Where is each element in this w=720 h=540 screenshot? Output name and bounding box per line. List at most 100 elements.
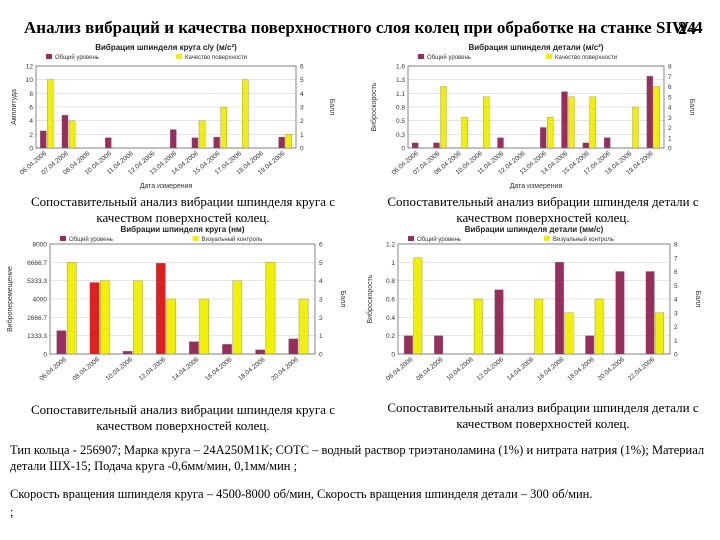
chart-svg: Вибрации шпинделя круга (нм) Общий уровен… xyxy=(6,225,346,383)
bar-series1 xyxy=(156,263,166,355)
chart-svg: Вибрация шпинделя детали (м/с²) Общий уро… xyxy=(370,43,695,190)
chart-title: Вибрации шпинделя детали (мм/с) xyxy=(465,225,604,234)
plot-frame xyxy=(35,65,297,149)
chart-title: Вибрации шпинделя круга (нм) xyxy=(120,225,244,234)
legend-swatch xyxy=(176,54,182,59)
y2-tick-label: 3 xyxy=(674,310,678,317)
bar-series2 xyxy=(232,280,243,355)
y2-tick-label: 3 xyxy=(668,115,672,122)
y-tick-label: 1.2 xyxy=(386,242,395,249)
y-tick-label: 0.5 xyxy=(396,118,405,125)
y2-tick-label: 4 xyxy=(319,278,323,285)
bar-series2 xyxy=(568,96,575,149)
bar-series1 xyxy=(255,349,265,355)
bar-series2 xyxy=(285,134,292,149)
legend-swatch xyxy=(546,54,552,59)
y2-tick-label: 5 xyxy=(674,283,678,290)
plot-frame xyxy=(49,243,316,355)
legend-label: Общий уровень xyxy=(417,236,461,243)
y2-tick-label: 4 xyxy=(674,297,678,304)
x-tick-label: 10.04.2006 xyxy=(445,356,475,383)
bar-series2 xyxy=(413,257,423,355)
y2-tick-label: 0 xyxy=(300,146,304,153)
y2-axis-title: Балл xyxy=(694,291,701,308)
caption-chart-1: Сопоставительный анализ вибрации шпиндел… xyxy=(31,194,335,225)
bar-series2 xyxy=(242,79,249,149)
x-tick-label: 08.04.2006 xyxy=(415,356,445,383)
bar-series1 xyxy=(222,344,232,355)
legend-label: Визуальный контроль xyxy=(553,236,614,243)
bar-series2 xyxy=(483,96,490,149)
bar-series1 xyxy=(615,271,625,355)
bar-series1 xyxy=(433,142,440,149)
bar-series1 xyxy=(494,289,504,355)
y2-tick-label: 4 xyxy=(300,91,304,98)
bar-series1 xyxy=(561,91,568,149)
y-tick-label: 0.3 xyxy=(396,132,405,139)
y2-tick-label: 6 xyxy=(300,64,304,71)
bar-series1 xyxy=(191,137,199,149)
legend-label: Визуальный контроль xyxy=(202,236,263,243)
y-tick-label: 0.6 xyxy=(386,297,395,304)
y-tick-label: 2 xyxy=(29,132,33,139)
bar-series2 xyxy=(547,117,554,149)
y2-tick-label: 5 xyxy=(319,260,323,267)
plot-frame xyxy=(397,243,671,355)
bar-series1 xyxy=(278,136,285,149)
y2-tick-label: 0 xyxy=(319,352,323,359)
x-tick-label: 06.04.2006 xyxy=(385,356,415,383)
bar-series1 xyxy=(89,282,100,355)
bar-series2 xyxy=(100,280,110,355)
bar-series2 xyxy=(66,262,77,355)
bar-series1 xyxy=(646,76,653,149)
bar-series1 xyxy=(105,137,112,149)
chart-svg: Вибрация шпинделя круга с/у (м/с²) Общий … xyxy=(11,43,335,190)
bar-series1 xyxy=(412,142,419,149)
y-tick-label: 1.6 xyxy=(396,64,405,71)
x-tick-label: 14.04.2006 xyxy=(506,356,536,383)
x-tick-label: 12.04.2006 xyxy=(138,356,168,383)
caption-chart-4: Сопоставительный анализ вибрации шпиндел… xyxy=(387,400,699,431)
y-tick-label: 6666.7 xyxy=(27,260,47,267)
bar-series2 xyxy=(265,262,276,355)
y-axis-title: Виброперемещение xyxy=(6,266,14,332)
bar-series2 xyxy=(68,120,76,149)
bar-series2 xyxy=(133,280,143,355)
y-tick-label: 6 xyxy=(29,105,33,112)
y2-tick-label: 2 xyxy=(300,118,304,125)
y2-tick-label: 7 xyxy=(668,74,672,81)
legend-label: Качество поверхности xyxy=(185,55,247,61)
y-tick-label: 1.1 xyxy=(396,91,405,98)
caption-chart-3: Сопоставительный анализ вибрации шпиндел… xyxy=(31,402,335,433)
chart-workpiece-spindle-velocity: Вибрации шпинделя детали (мм/с) Общий уро… xyxy=(364,222,704,400)
bar-series2 xyxy=(594,298,604,355)
bar-series1 xyxy=(40,130,47,149)
y2-tick-label: 0 xyxy=(668,146,672,153)
x-tick-label: 16.04.2006 xyxy=(536,356,566,383)
y2-tick-label: 1 xyxy=(668,135,672,142)
x-axis-title: Дата измерения xyxy=(510,183,563,190)
bar-series2 xyxy=(564,312,574,355)
y2-tick-label: 6 xyxy=(674,269,678,276)
y-tick-label: 1333.3 xyxy=(27,333,47,340)
y2-axis-title: Балл xyxy=(688,99,695,116)
y2-tick-label: 2 xyxy=(668,125,672,132)
y-tick-label: 8000 xyxy=(33,242,48,249)
y-tick-label: 0.4 xyxy=(386,315,395,322)
bar-series2 xyxy=(534,298,544,355)
bar-series1 xyxy=(585,335,595,355)
y2-tick-label: 7 xyxy=(674,255,678,262)
bar-series2 xyxy=(589,96,596,149)
chart-title: Вибрация шпинделя детали (м/с²) xyxy=(468,43,603,52)
y-tick-label: 0 xyxy=(29,146,33,153)
x-tick-label: 20.04.2006 xyxy=(270,356,300,383)
y2-tick-label: 5 xyxy=(668,94,672,101)
y-tick-label: 2666.7 xyxy=(27,315,47,322)
bar-series2 xyxy=(440,86,447,149)
legend-label: Общий уровень xyxy=(55,54,99,61)
bar-series1 xyxy=(288,338,299,355)
bar-series2 xyxy=(166,298,176,355)
legend-swatch xyxy=(60,236,66,241)
footer-params-line-3: ; xyxy=(10,505,14,519)
bar-series1 xyxy=(434,335,443,355)
